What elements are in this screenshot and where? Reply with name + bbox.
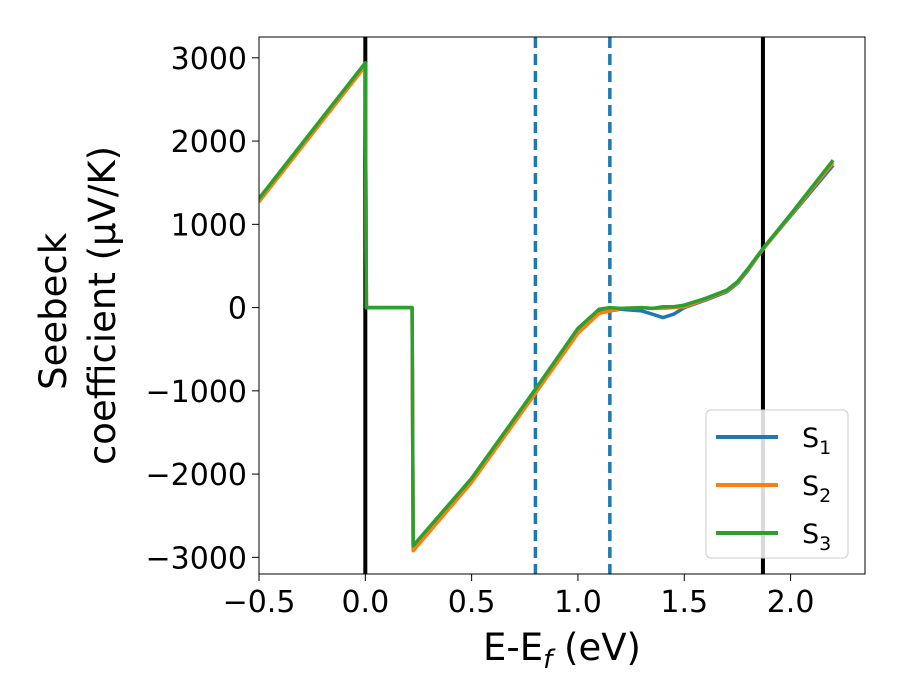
x-axis-title: E-Ef (eV) [483,626,641,675]
y-tick-label: −3000 [146,541,247,576]
legend-label-s2: S2 [802,471,831,507]
y-axis-title: Seebeck coefficient (μV/K) [32,146,124,465]
y-tick-label: −2000 [146,458,247,493]
x-axis-title-unit: (eV) [552,626,641,669]
y-tick-label: 2000 [171,125,247,160]
x-tick-label: 2.0 [767,585,815,620]
x-tick-label: 1.5 [660,585,708,620]
x-tick-label: −0.5 [223,585,296,620]
x-tick-label: 0.5 [448,585,496,620]
y-tick-label: 3000 [171,42,247,77]
legend: S1 S2 S3 [705,409,849,559]
plot-area-frame [258,36,866,575]
y-axis-title-line1: Seebeck [32,232,75,390]
legend-label-s1: S1 [802,423,831,459]
legend-label-s3: S3 [802,519,831,555]
y-tick-label: 1000 [171,208,247,243]
y-tick-label: −1000 [146,375,247,410]
y-tick-label: 0 [228,292,247,327]
x-tick-label: 0.0 [341,585,389,620]
x-axis-title-main: E-E [483,626,543,669]
series-line-s3 [259,61,835,548]
y-axis-title-line2: coefficient (μV/K) [81,146,124,465]
x-tick-label: 1.0 [554,585,602,620]
